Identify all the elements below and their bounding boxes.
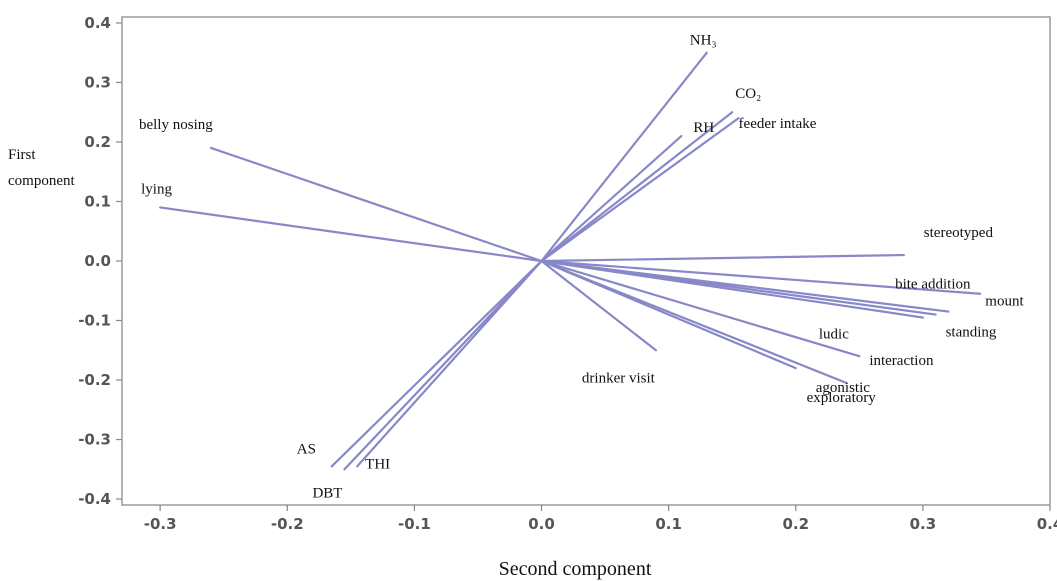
y-tick-label: 0.1	[84, 192, 111, 210]
y-tick-label: -0.4	[78, 490, 111, 508]
x-tick-label: 0.1	[655, 515, 682, 533]
x-axis: -0.3 -0.2 -0.1 0.0 0.1 0.2 0.3 0.4	[144, 505, 1057, 533]
vector-label: standing	[946, 325, 997, 341]
vector-labels: NH₃ RH CO₂ feeder intake belly nosing lying st…	[139, 33, 1024, 502]
x-tick-label: 0.3	[910, 515, 937, 533]
y-tick-label: 0.4	[84, 14, 111, 32]
vector-label: agonistic	[816, 380, 870, 396]
vector-interaction	[540, 259, 861, 358]
y-tick-label: -0.2	[78, 371, 111, 389]
x-axis-title: Second component	[499, 558, 652, 580]
vector-label: feeder intake	[739, 116, 817, 132]
x-tick-label: 0.0	[528, 515, 555, 533]
y-tick-label: 0.2	[84, 133, 111, 151]
y-tick-label: -0.3	[78, 431, 111, 449]
vector-label: RH	[693, 120, 714, 136]
vector-label: ludic	[819, 327, 849, 343]
vector-stereotyped	[540, 253, 905, 263]
y-tick-label: 0.3	[84, 73, 111, 91]
vector-label: belly nosing	[139, 117, 213, 133]
x-tick-label: -0.2	[271, 515, 304, 533]
vector-as	[330, 259, 543, 468]
vector-drinker-visit	[540, 259, 658, 352]
vector-co	[540, 111, 734, 263]
vector-label: CO₂	[735, 86, 761, 102]
y-tick-label: 0.0	[84, 252, 111, 270]
y-tick-label: -0.1	[78, 312, 111, 330]
vector-label: drinker visit	[582, 370, 656, 386]
vector-label: THI	[365, 456, 390, 472]
vector-nh	[540, 51, 708, 263]
vector-label: DBT	[312, 485, 342, 501]
vector-exploratory	[540, 259, 848, 385]
loading-vectors	[159, 51, 982, 471]
vector-ludic	[540, 259, 924, 319]
vector-label: NH₃	[690, 33, 717, 49]
vector-bite-addition	[540, 259, 982, 295]
vector-belly-nosing	[209, 146, 543, 263]
y-axis: 0.4 0.3 0.2 0.1 0.0 -0.1 -0.2 -0.3 -0.4	[78, 14, 122, 508]
vector-rh	[540, 134, 683, 263]
vector-label: lying	[141, 181, 172, 197]
y-axis-title-line2: component	[8, 173, 75, 189]
vector-label: mount	[985, 294, 1024, 310]
x-tick-label: 0.4	[1037, 515, 1057, 533]
y-axis-title-line1: First	[8, 147, 36, 163]
x-tick-label: -0.1	[398, 515, 431, 533]
vector-feeder-intake	[540, 117, 740, 263]
vector-label: AS	[297, 441, 316, 457]
vector-lying	[159, 206, 543, 263]
vector-dbt	[343, 259, 543, 471]
x-tick-label: -0.3	[144, 515, 177, 533]
vector-label: stereotyped	[924, 225, 994, 241]
vector-thi	[356, 259, 543, 468]
vector-label: exploratory	[807, 390, 877, 406]
x-tick-label: 0.2	[782, 515, 809, 533]
vector-label: interaction	[869, 353, 934, 369]
vector-label: bite addition	[895, 277, 971, 293]
